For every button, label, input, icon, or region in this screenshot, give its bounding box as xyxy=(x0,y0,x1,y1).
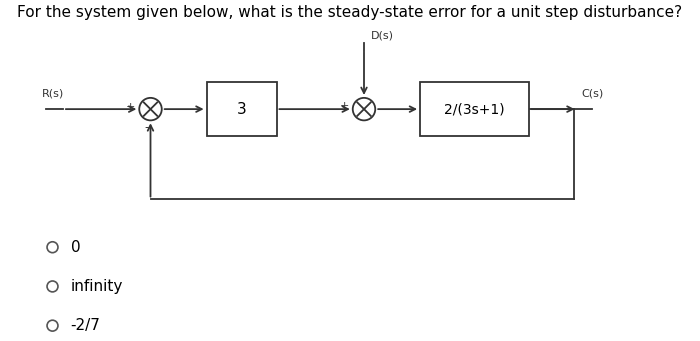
Text: infinity: infinity xyxy=(71,279,123,294)
Text: 0: 0 xyxy=(71,240,80,255)
Text: For the system given below, what is the steady-state error for a unit step distu: For the system given below, what is the … xyxy=(18,5,682,20)
FancyBboxPatch shape xyxy=(420,82,528,136)
Text: 3: 3 xyxy=(237,102,246,117)
Text: +: + xyxy=(340,101,349,112)
Text: D(s): D(s) xyxy=(371,31,394,41)
Text: -: - xyxy=(145,121,149,134)
Text: C(s): C(s) xyxy=(581,89,603,99)
Text: 2/(3s+1): 2/(3s+1) xyxy=(444,102,505,116)
Text: -2/7: -2/7 xyxy=(71,318,100,333)
FancyBboxPatch shape xyxy=(206,82,276,136)
Text: +: + xyxy=(126,102,136,113)
Text: R(s): R(s) xyxy=(42,88,64,98)
